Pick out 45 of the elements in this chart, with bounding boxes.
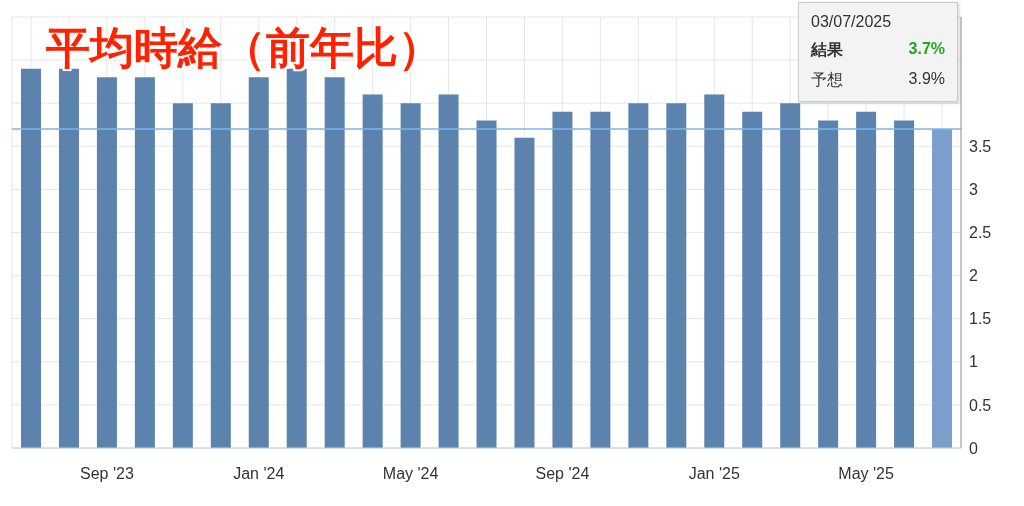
y-tick-label: 1 bbox=[969, 353, 978, 371]
bar bbox=[21, 68, 41, 448]
x-tick-label: Jan '25 bbox=[688, 465, 740, 483]
bar bbox=[172, 103, 193, 448]
bar bbox=[628, 103, 649, 448]
y-tick-label: 1.5 bbox=[969, 310, 992, 328]
x-tick-label: Sep '24 bbox=[535, 465, 590, 483]
y-tick-label: 2 bbox=[969, 267, 978, 285]
bar bbox=[704, 94, 725, 448]
bar bbox=[932, 129, 953, 448]
bar bbox=[96, 77, 117, 448]
bar bbox=[514, 137, 535, 448]
bar bbox=[780, 103, 801, 448]
bar bbox=[438, 94, 459, 448]
annotation: 3.9% bbox=[908, 70, 945, 89]
bar bbox=[856, 111, 877, 448]
annotation: 結果 bbox=[811, 40, 843, 60]
x-tick-label: Sep '23 bbox=[80, 465, 134, 483]
bar bbox=[210, 103, 231, 448]
bar bbox=[134, 77, 155, 448]
annotation: 3.7% bbox=[908, 40, 945, 59]
y-tick-label: 2.5 bbox=[969, 224, 992, 242]
bar bbox=[400, 103, 421, 448]
x-tick-label: Jan '24 bbox=[233, 465, 285, 483]
x-tick-label: May '25 bbox=[838, 465, 894, 483]
bar bbox=[894, 120, 915, 448]
x-tick-label: May '24 bbox=[382, 465, 439, 483]
bar bbox=[286, 68, 307, 448]
bar bbox=[590, 111, 611, 448]
chart-title: 平均時給（前年比） bbox=[46, 23, 442, 72]
bar bbox=[818, 120, 839, 448]
bar bbox=[324, 77, 345, 448]
annotation: 03/07/2025 bbox=[811, 13, 893, 31]
y-tick-label: 3 bbox=[969, 181, 978, 199]
y-tick-label: 3.5 bbox=[969, 137, 992, 155]
annotation: 予想 bbox=[811, 70, 843, 90]
bar bbox=[742, 111, 763, 448]
bar bbox=[476, 120, 497, 448]
bar bbox=[58, 68, 79, 448]
y-tick-label: 0.5 bbox=[969, 396, 992, 414]
y-tick-label: 0 bbox=[969, 439, 978, 457]
bar bbox=[552, 111, 573, 448]
bar bbox=[248, 77, 269, 448]
bar bbox=[666, 103, 687, 448]
bar bbox=[362, 94, 383, 448]
